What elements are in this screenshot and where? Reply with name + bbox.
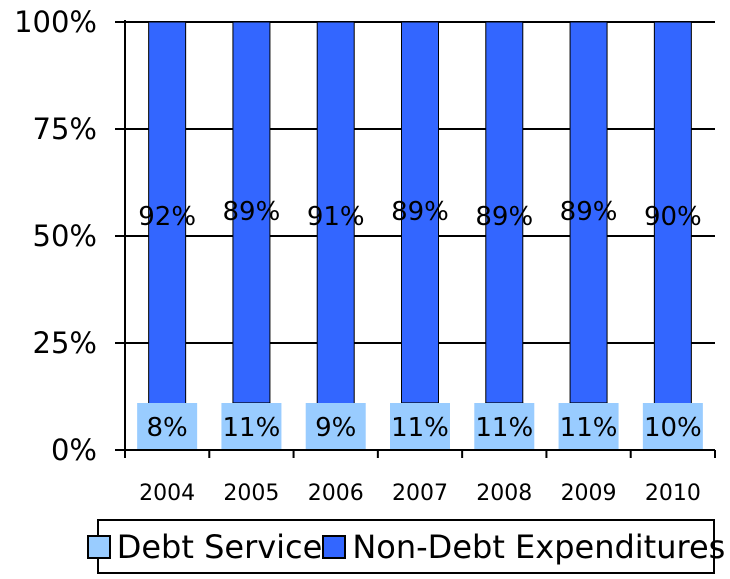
bar-non-debt-2006 (316, 21, 355, 412)
y-tick-label: 25% (33, 326, 97, 360)
x-tick-label: 2007 (392, 481, 448, 506)
axes: 0% 25% 50% 75% 100% 2004 2005 2006 2007 2008 2009 2… (14, 5, 716, 506)
bar-non-debt-2010 (653, 21, 692, 408)
data-label-box (558, 403, 619, 449)
y-tick-label: 75% (33, 112, 97, 146)
x-tick-label: 2004 (139, 481, 195, 506)
legend-label-non-debt-expenditures: Non-Debt Expenditures (352, 527, 726, 566)
legend-item-debt-service: Debt Service (86, 527, 323, 566)
data-label-non-debt-2008: 89% (475, 202, 533, 232)
x-tick-label: 2010 (645, 481, 701, 506)
data-label-debt-service-2006: 9% (315, 413, 356, 443)
data-label-debt-service-2005: 11% (223, 413, 281, 443)
x-tick-label: 2005 (223, 481, 279, 506)
x-tick-label: 2006 (308, 481, 364, 506)
data-label-box (642, 403, 703, 449)
x-tick-label: 2009 (561, 481, 617, 506)
legend-label-debt-service: Debt Service (116, 527, 323, 566)
data-label-box (390, 403, 450, 449)
bar-non-debt-2007 (401, 21, 439, 404)
legend-item-non-debt-expenditures: Non-Debt Expenditures (322, 528, 725, 566)
legend-swatch-debt-service (86, 534, 111, 559)
legend: Debt Service Non-Debt Expenditures (86, 519, 725, 574)
data-label-non-debt-2005: 89% (223, 197, 281, 227)
data-label-box (474, 403, 535, 449)
data-label-non-debt-2009: 89% (560, 197, 618, 227)
legend-swatch-non-debt-expenditures (322, 534, 347, 559)
data-label-non-debt-2004: 92% (138, 202, 196, 232)
y-tick-label: 0% (51, 433, 97, 467)
data-label-debt-service-2008: 11% (475, 413, 533, 443)
data-label-non-debt-2007: 89% (391, 197, 449, 227)
data-label-debt-service-2007: 11% (391, 413, 449, 443)
bar-non-debt-2009 (569, 21, 608, 404)
data-label-debt-service-2010: 10% (644, 413, 702, 443)
y-tick-label: 50% (33, 219, 97, 253)
data-label-debt-service-2009: 11% (560, 413, 618, 443)
bar-non-debt-2005 (232, 21, 271, 404)
data-label-non-debt-2006: 91% (307, 202, 365, 232)
data-label-box (137, 403, 198, 449)
x-tick-label: 2008 (476, 481, 532, 506)
data-labels: 8% 92% 11% 89% 9% 91% 11% 89% 11% 89% 11% 89% 10% 90% (137, 197, 703, 449)
data-label-debt-service-2004: 8% (147, 413, 188, 443)
data-label-box (305, 403, 366, 449)
bar-non-debt-2008 (485, 21, 524, 404)
y-tick-label: 100% (14, 5, 97, 39)
data-label-non-debt-2010: 90% (644, 202, 702, 232)
data-label-box (221, 403, 282, 449)
